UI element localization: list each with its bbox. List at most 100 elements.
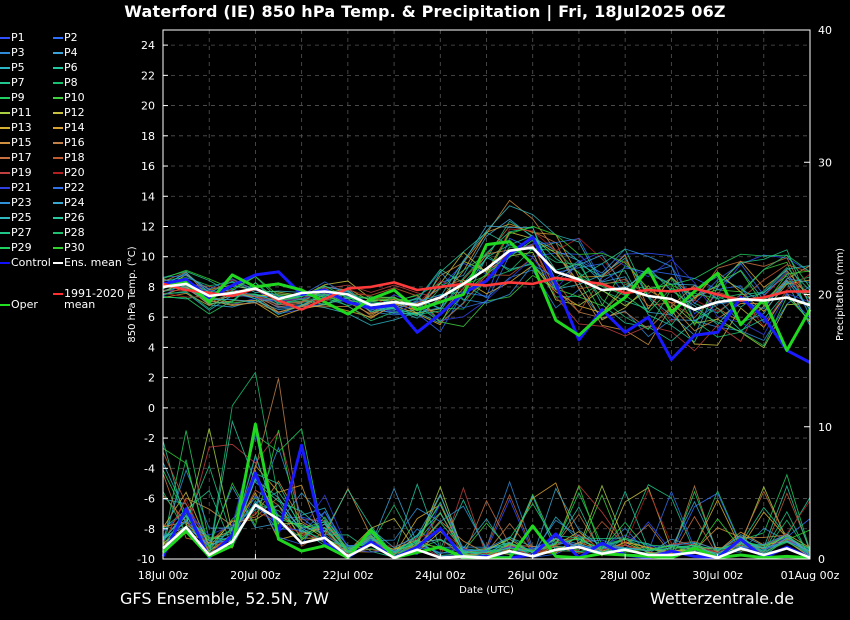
model-info: GFS Ensemble, 52.5N, 7W	[120, 589, 329, 608]
legend-swatch	[0, 187, 10, 189]
legend-item: P18	[53, 152, 85, 164]
legend-item: P11	[0, 107, 32, 119]
member-precip-line	[162, 480, 811, 554]
legend-label: P16	[64, 136, 85, 149]
series-ens-mean	[162, 246, 811, 311]
legend-item: Oper	[0, 299, 38, 311]
y-tick-label: 18	[141, 130, 155, 143]
legend-item: P21	[0, 182, 32, 194]
legend-swatch	[53, 247, 63, 249]
legend-label: P2	[64, 31, 78, 44]
series-ens-mean-precip	[162, 503, 811, 559]
legend-swatch	[53, 232, 63, 234]
y-tick-label: 8	[148, 281, 155, 294]
legend-item: P20	[53, 167, 85, 179]
legend-swatch	[53, 82, 63, 84]
member-temp-line	[162, 225, 811, 327]
x-tick-label: 24Jul 00z	[415, 569, 466, 582]
legend-swatch	[0, 97, 10, 99]
y-tick-label: -2	[144, 432, 155, 445]
legend-swatch	[53, 217, 63, 219]
legend-label: Control	[11, 256, 51, 269]
legend-label: P11	[11, 106, 32, 119]
member-precip-line	[162, 446, 811, 557]
legend-item: P24	[53, 197, 85, 209]
legend-item: P16	[53, 137, 85, 149]
source-credit: Wetterzentrale.de	[650, 589, 795, 608]
y2-tick-label: 0	[818, 553, 825, 566]
legend-item: P7	[0, 77, 25, 89]
legend-item: P28	[53, 227, 85, 239]
y-tick-label: 4	[148, 341, 155, 354]
legend-swatch	[0, 304, 10, 306]
legend-label: P22	[64, 181, 85, 194]
y-tick-label: 10	[141, 251, 155, 264]
y-tick-label: -10	[137, 553, 155, 566]
member-temp-line	[162, 231, 811, 343]
legend: P1 P2 P3 P4 P5 P6 P7 P8 P9 P10 P11 P12 P13 P14 P15 P16 P…	[0, 32, 130, 322]
legend-item: Control	[0, 257, 51, 269]
legend-swatch	[0, 217, 10, 219]
legend-label: P24	[64, 196, 85, 209]
y-tick-label: 22	[141, 69, 155, 82]
legend-label: P3	[11, 46, 25, 59]
axes: -10-8-6-4-202468101214161820222401020304…	[127, 24, 846, 596]
legend-swatch	[0, 67, 10, 69]
legend-label: P10	[64, 91, 85, 104]
legend-swatch	[53, 187, 63, 189]
y-tick-label: 6	[148, 311, 155, 324]
legend-item: P26	[53, 212, 85, 224]
x-tick-label: 01Aug 00z	[781, 569, 840, 582]
y2-tick-label: 10	[818, 421, 832, 434]
legend-item: P23	[0, 197, 32, 209]
legend-swatch	[53, 127, 63, 129]
legend-label: P9	[11, 91, 25, 104]
y-tick-label: 0	[148, 402, 155, 415]
y-tick-label: 12	[141, 220, 155, 233]
x-tick-label: 26Jul 00z	[507, 569, 558, 582]
legend-label: P28	[64, 226, 85, 239]
legend-item: P29	[0, 242, 32, 254]
legend-item: P14	[53, 122, 85, 134]
legend-item: Ens. mean	[53, 257, 122, 269]
legend-swatch	[53, 202, 63, 204]
legend-item: 1991-2020 mean	[53, 288, 134, 310]
legend-swatch	[0, 202, 10, 204]
legend-label: P14	[64, 121, 85, 134]
legend-item: P12	[53, 107, 85, 119]
legend-swatch	[53, 97, 63, 99]
legend-label: P8	[64, 76, 78, 89]
legend-swatch	[53, 142, 63, 144]
legend-swatch	[0, 37, 10, 39]
legend-item: P4	[53, 47, 78, 59]
chart-title: Waterford (IE) 850 hPa Temp. & Precipita…	[124, 2, 726, 21]
legend-item: P27	[0, 227, 32, 239]
legend-label: P17	[11, 151, 32, 164]
y2-axis-label: Precipitation (mm)	[835, 248, 846, 341]
series-control	[162, 235, 811, 364]
legend-swatch	[53, 172, 63, 174]
legend-label: P13	[11, 121, 32, 134]
legend-label: P4	[64, 46, 78, 59]
y-tick-label: 14	[141, 190, 155, 203]
legend-item: P19	[0, 167, 32, 179]
y-tick-label: 16	[141, 160, 155, 173]
legend-item: P22	[53, 182, 85, 194]
legend-swatch	[0, 112, 10, 114]
legend-label: P20	[64, 166, 85, 179]
legend-item: P30	[53, 242, 85, 254]
legend-label: P1	[11, 31, 25, 44]
y2-tick-label: 20	[818, 289, 832, 302]
member-precip-line	[162, 478, 811, 559]
y-tick-label: -6	[144, 493, 155, 506]
y-tick-label: 24	[141, 39, 155, 52]
legend-item: P25	[0, 212, 32, 224]
legend-item: P10	[53, 92, 85, 104]
legend-item: P15	[0, 137, 32, 149]
legend-swatch	[53, 37, 63, 39]
legend-swatch	[53, 262, 63, 264]
x-tick-label: 18Jul 00z	[138, 569, 189, 582]
legend-label: P29	[11, 241, 32, 254]
y-tick-label: 20	[141, 100, 155, 113]
